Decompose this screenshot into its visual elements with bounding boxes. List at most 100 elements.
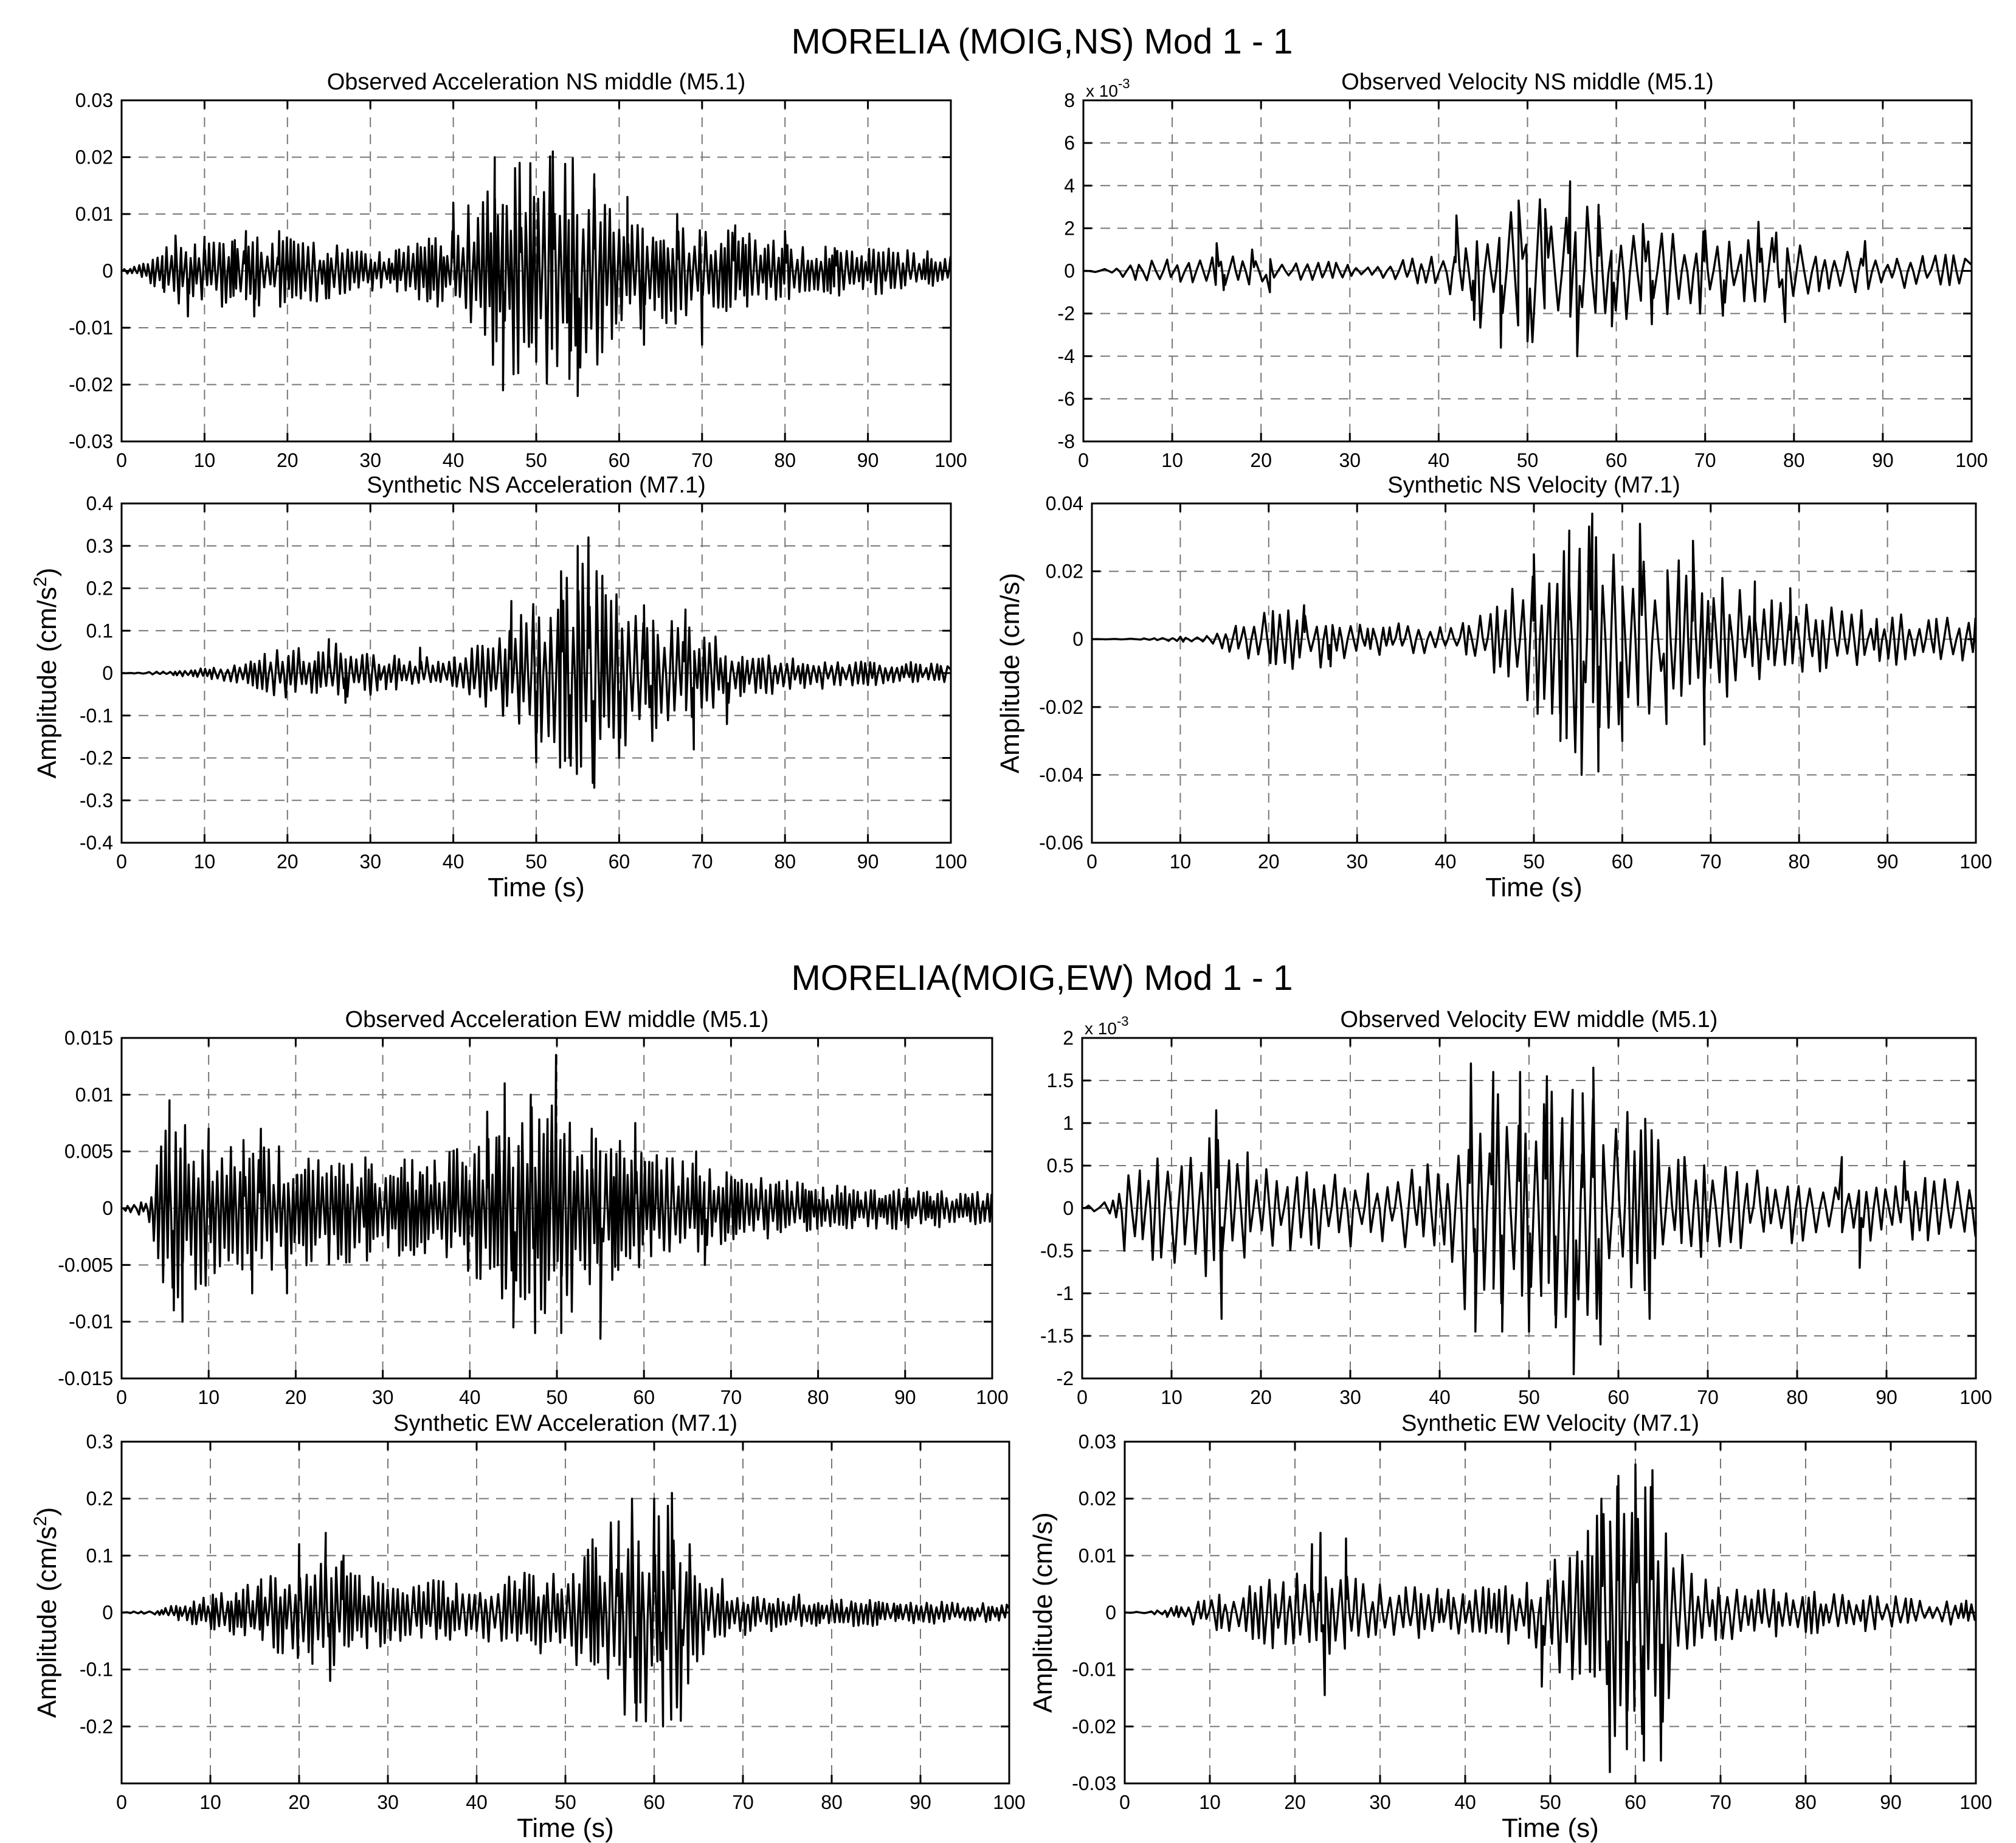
- panel-title: Synthetic EW Acceleration (M7.1): [393, 1411, 737, 1436]
- x-tick-label: 0: [116, 1791, 127, 1813]
- y-tick-label: -0.01: [69, 1311, 113, 1333]
- x-tick-label: 50: [1517, 449, 1539, 471]
- observed-velocity-ns-plot: 0 10 20 30 40 50 60 70 80 90 100 -8 -6 -4 -2 0 2 4 6 8 Obser…: [1058, 69, 1988, 471]
- y-tick-label: -0.01: [1072, 1659, 1116, 1681]
- x-axis-label: Time (s): [1485, 873, 1583, 902]
- y-tick-label: -0.3: [80, 789, 113, 811]
- y-tick-label: -6: [1058, 388, 1075, 410]
- y-tick-label: 0: [1072, 628, 1083, 650]
- y-tick-label: -0.02: [1039, 696, 1083, 718]
- x-tick-label: 10: [1161, 449, 1183, 471]
- x-tick-label: 0: [1077, 1386, 1088, 1408]
- y-tick-label: 6: [1064, 132, 1075, 154]
- observed-velocity-ew-plot: 0 10 20 30 40 50 60 70 80 90 100 -2 -1.5 -1 -0.5 0 0.5 1 1…: [1040, 1007, 1992, 1408]
- y-axis-label: Amplitude (cm/s): [1028, 1512, 1058, 1713]
- x-tick-label: 30: [359, 449, 381, 471]
- y-tick-label: -0.005: [58, 1254, 113, 1276]
- x-tick-label: 80: [1783, 449, 1805, 471]
- x-tick-label: 100: [934, 851, 967, 873]
- panel-title: Observed Acceleration EW middle (M5.1): [345, 1007, 769, 1032]
- x-tick-label: 0: [1086, 851, 1097, 873]
- x-tick-label: 60: [643, 1791, 665, 1813]
- x-tick-label: 100: [1959, 1791, 1992, 1813]
- axis-exponent-label: x 10-3: [1086, 76, 1130, 100]
- x-tick-label: 20: [277, 449, 299, 471]
- x-tick-label: 30: [372, 1386, 394, 1408]
- figure-title-ns: MORELIA (MOIG,NS) Mod 1 - 1: [791, 22, 1293, 61]
- x-tick-label: 30: [1369, 1791, 1391, 1813]
- x-tick-label: 80: [1786, 1386, 1808, 1408]
- x-tick-label: 70: [1694, 449, 1716, 471]
- y-tick-label: -0.1: [80, 705, 113, 727]
- x-tick-label: 70: [691, 449, 713, 471]
- x-tick-label: 70: [720, 1386, 742, 1408]
- y-tick-label: -0.04: [1039, 764, 1083, 786]
- y-tick-label: 1: [1063, 1112, 1074, 1134]
- y-axis-label: Amplitude (cm/s): [995, 573, 1025, 773]
- x-tick-label: 0: [1078, 449, 1089, 471]
- x-tick-label: 0: [116, 1386, 127, 1408]
- y-tick-label: 0.3: [86, 1431, 113, 1453]
- x-tick-label: 90: [1877, 851, 1899, 873]
- waveform-trace: [122, 536, 952, 789]
- x-tick-label: 20: [1284, 1791, 1306, 1813]
- x-tick-label: 90: [894, 1386, 916, 1408]
- x-tick-label: 0: [116, 851, 127, 873]
- y-tick-label: -1: [1057, 1282, 1074, 1304]
- x-tick-label: 80: [807, 1386, 829, 1408]
- synthetic-velocity-ns-plot: 0 10 20 30 40 50 60 70 80 90 100 -0.06 -0.04 -0.02 0 0.…: [995, 472, 1992, 902]
- observed-acceleration-ew-plot: 0 10 20 30 40 50 60 70 80 90 100 -0.015 -0.01 -0.005 0…: [58, 1007, 1008, 1408]
- x-tick-label: 100: [1959, 851, 1992, 873]
- x-tick-label: 50: [525, 851, 547, 873]
- x-tick-label: 0: [116, 449, 127, 471]
- x-tick-label: 50: [1539, 1791, 1561, 1813]
- y-tick-label: 0.015: [64, 1027, 113, 1049]
- y-tick-label: 1.5: [1047, 1070, 1074, 1091]
- x-tick-label: 10: [194, 851, 216, 873]
- x-tick-label: 60: [1607, 1386, 1629, 1408]
- x-tick-label: 80: [774, 449, 796, 471]
- y-tick-label: 2: [1063, 1027, 1074, 1049]
- y-tick-label: 0.005: [64, 1141, 113, 1163]
- x-tick-label: 20: [288, 1791, 310, 1813]
- x-tick-label: 60: [609, 449, 630, 471]
- x-axis-label: Time (s): [488, 873, 585, 902]
- waveform-trace: [1082, 1062, 1977, 1375]
- x-tick-label: 40: [1428, 449, 1450, 471]
- y-tick-label: 0: [1105, 1602, 1116, 1623]
- y-tick-label: -0.2: [80, 1715, 113, 1737]
- y-tick-label: -0.03: [69, 430, 113, 452]
- x-tick-label: 10: [198, 1386, 219, 1408]
- panel-title: Synthetic EW Velocity (M7.1): [1401, 1411, 1699, 1436]
- x-axis-label: Time (s): [1502, 1813, 1599, 1843]
- y-tick-label: 0: [102, 260, 113, 282]
- x-tick-label: 30: [377, 1791, 399, 1813]
- figure-title-ew: MORELIA(MOIG,EW) Mod 1 - 1: [792, 958, 1293, 998]
- x-tick-label: 90: [1872, 449, 1894, 471]
- y-tick-label: 2: [1064, 217, 1075, 239]
- y-tick-label: -8: [1058, 430, 1075, 452]
- x-tick-label: 50: [546, 1386, 568, 1408]
- x-tick-label: 10: [1170, 851, 1192, 873]
- x-tick-label: 20: [285, 1386, 307, 1408]
- x-tick-label: 80: [821, 1791, 843, 1813]
- x-tick-label: 60: [609, 851, 630, 873]
- y-tick-label: -1.5: [1040, 1325, 1074, 1347]
- x-tick-label: 60: [633, 1386, 655, 1408]
- y-tick-label: 0: [102, 1602, 113, 1623]
- synthetic-velocity-ew-plot: 0 10 20 30 40 50 60 70 80 90 100 -0.03 -0.02 -0.01 0 0.…: [1028, 1411, 1992, 1843]
- y-tick-label: 0.1: [86, 1544, 113, 1566]
- panel-title: Observed Acceleration NS middle (M5.1): [327, 69, 746, 95]
- y-tick-label: -0.5: [1040, 1240, 1074, 1262]
- x-tick-label: 20: [1250, 1386, 1272, 1408]
- x-tick-label: 70: [732, 1791, 754, 1813]
- x-tick-label: 30: [359, 851, 381, 873]
- y-tick-label: 0.5: [1047, 1155, 1074, 1177]
- y-tick-label: 0.03: [75, 89, 113, 111]
- waveform-trace: [1092, 513, 1977, 776]
- y-tick-label: -4: [1058, 345, 1075, 367]
- panel-title: Synthetic NS Velocity (M7.1): [1387, 472, 1680, 498]
- y-tick-label: 0.04: [1046, 493, 1083, 514]
- x-tick-label: 90: [1880, 1791, 1902, 1813]
